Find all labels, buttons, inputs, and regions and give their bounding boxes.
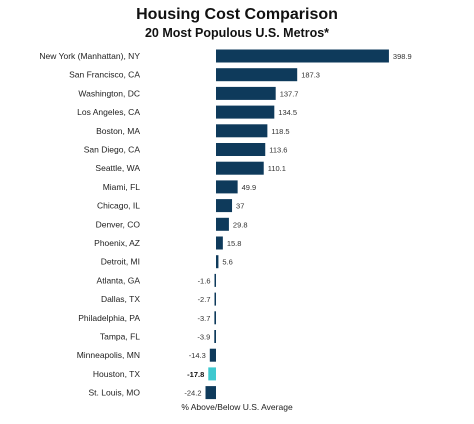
value-label: 187.3: [301, 71, 320, 80]
bar: [216, 255, 219, 269]
value-label: -3.7: [197, 314, 210, 323]
value-label: -1.6: [198, 276, 211, 285]
bar: [216, 217, 229, 231]
bar: [216, 143, 266, 156]
value-label: 5.6: [222, 258, 232, 267]
bar: [216, 236, 223, 250]
category-label: San Francisco, CA: [69, 70, 140, 80]
bar: [216, 124, 268, 138]
bar: [214, 311, 216, 325]
value-label: 134.5: [278, 108, 297, 117]
value-label: 398.9: [393, 52, 412, 61]
value-label: -2.7: [198, 295, 211, 304]
value-label: -17.8: [187, 370, 204, 379]
chart-subtitle: 20 Most Populous U.S. Metros*: [144, 26, 330, 40]
bar: [216, 49, 389, 63]
value-label: 15.8: [227, 239, 242, 248]
bar: [214, 330, 216, 343]
bar: [208, 367, 216, 381]
category-label: Washington, DC: [78, 88, 140, 98]
bar: [216, 161, 264, 175]
category-label: Seattle, WA: [95, 163, 140, 173]
category-label: St. Louis, MO: [89, 388, 141, 398]
category-label: Chicago, IL: [97, 201, 140, 211]
category-label: Atlanta, GA: [97, 275, 141, 285]
bar: [209, 348, 216, 362]
value-label: 110.1: [268, 164, 286, 173]
value-label: 37: [236, 202, 244, 211]
category-label: Philadelphia, PA: [78, 313, 140, 323]
value-label: 29.8: [233, 220, 248, 229]
bar: [216, 68, 298, 82]
category-label: Miami, FL: [103, 182, 141, 192]
x-axis-label: % Above/Below U.S. Average: [181, 402, 293, 412]
value-label: -24.2: [184, 389, 201, 398]
category-label: Phoenix, AZ: [94, 238, 140, 248]
value-label: 118.5: [271, 127, 289, 136]
bar: [214, 292, 216, 306]
category-label: Minneapolis, MN: [77, 350, 140, 360]
value-label: 137.7: [280, 89, 299, 98]
bar: [214, 273, 216, 287]
bar: [216, 105, 275, 119]
bar: [216, 180, 238, 194]
category-label: Houston, TX: [93, 369, 140, 379]
category-label: Denver, CO: [96, 219, 141, 229]
category-label: San Diego, CA: [84, 145, 141, 155]
bar: [216, 199, 233, 213]
chart-title: Housing Cost Comparison: [136, 6, 338, 23]
value-label: 113.6: [269, 146, 287, 155]
category-label: Detroit, MI: [101, 257, 140, 267]
bar: [205, 386, 216, 400]
value-label: 49.9: [242, 183, 257, 192]
value-label: -14.3: [189, 351, 206, 360]
category-label: Tampa, FL: [100, 332, 140, 342]
category-label: Boston, MA: [96, 126, 140, 136]
bar: [216, 86, 276, 100]
category-label: New York (Manhattan), NY: [39, 51, 140, 61]
category-label: Dallas, TX: [101, 294, 140, 304]
category-label: Los Angeles, CA: [77, 107, 140, 117]
value-label: -3.9: [197, 333, 210, 342]
